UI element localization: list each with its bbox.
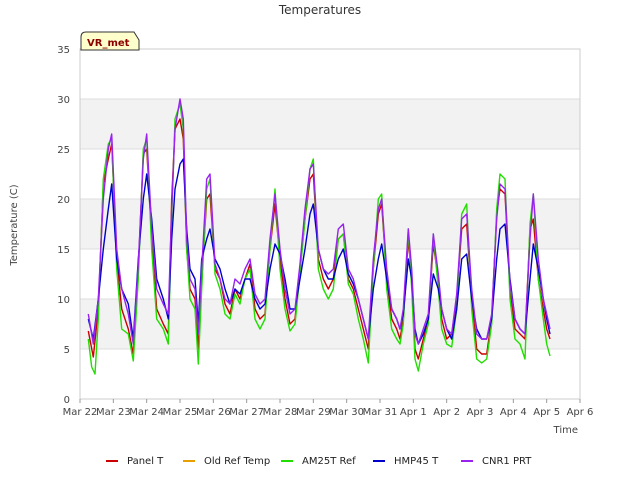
x-tick-label: Mar 25 — [163, 407, 198, 418]
y-tick-label: 5 — [64, 345, 70, 356]
y-tick-label: 15 — [57, 245, 70, 256]
y-tick-label: 30 — [57, 95, 70, 106]
x-tick-label: Mar 22 — [63, 407, 98, 418]
x-tick-label: Apr 4 — [500, 407, 527, 418]
x-tick-label: Apr 1 — [400, 407, 427, 418]
plot-frame — [79, 48, 581, 400]
legend-label: Old Ref Temp — [204, 456, 270, 467]
band-25 — [80, 99, 580, 149]
x-axis-label: Time — [553, 425, 578, 436]
y-axis-label: Temperature (C) — [9, 184, 20, 266]
chart-title: Temperatures — [278, 3, 361, 17]
legend-label: CNR1 PRT — [482, 456, 532, 467]
x-tick-label: Mar 29 — [296, 407, 331, 418]
legend-label: Panel T — [127, 456, 164, 467]
x-tick-label: Apr 2 — [433, 407, 460, 418]
x-tick-label: Apr 5 — [533, 407, 560, 418]
x-tick-label: Mar 30 — [329, 407, 364, 418]
x-tick-label: Mar 28 — [263, 407, 298, 418]
x-tick-label: Mar 26 — [196, 407, 231, 418]
x-tick-label: Mar 31 — [363, 407, 398, 418]
series-lines — [87, 98, 551, 375]
legend-label: HMP45 T — [394, 456, 439, 467]
x-tick-label: Mar 27 — [229, 407, 264, 418]
series-line-am25t-ref — [87, 103, 551, 375]
y-tick-label: 20 — [57, 195, 70, 206]
band-5 — [80, 299, 580, 349]
x-tick-label: Apr 3 — [467, 407, 494, 418]
y-tick-label: 35 — [57, 45, 70, 56]
legend-label: AM25T Ref — [302, 456, 356, 467]
x-tick-label: Mar 24 — [129, 407, 164, 418]
y-tick-label: 10 — [57, 295, 70, 306]
station-badge-label: VR_met — [87, 38, 130, 49]
x-tick-label: Apr 6 — [567, 407, 594, 418]
y-axis-ticks: 0 5 10 15 20 25 30 35 — [57, 45, 70, 406]
y-tick-label: 25 — [57, 145, 70, 156]
x-tick-label: Mar 23 — [96, 407, 131, 418]
y-tick-label: 0 — [64, 395, 70, 406]
series-line-cnr1-prt — [87, 98, 551, 345]
station-badge: VR_met — [80, 31, 140, 51]
legend: Panel T Old Ref Temp AM25T Ref HMP45 T CNR1 … — [106, 456, 532, 467]
